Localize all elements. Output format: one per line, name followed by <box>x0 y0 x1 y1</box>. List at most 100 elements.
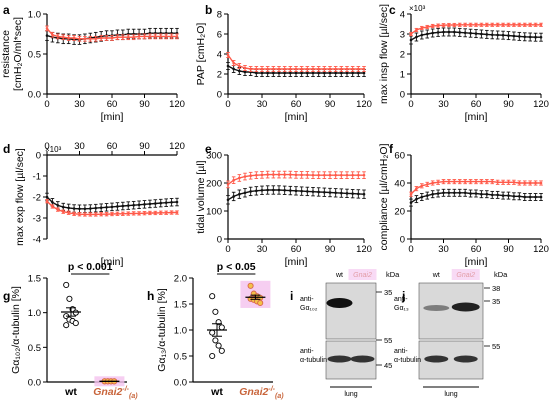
x-tick-label: 90 <box>503 244 514 255</box>
data-point <box>480 180 483 183</box>
series-wt <box>226 185 366 205</box>
y-tick-label: -3 <box>33 214 41 225</box>
data-point <box>447 23 451 27</box>
data-point <box>175 35 179 38</box>
data-point <box>334 67 337 71</box>
data-point <box>490 33 494 37</box>
data-point <box>507 34 510 37</box>
y-tick-label: 0.5 <box>28 50 41 61</box>
x-tick-label: 30 <box>438 99 449 110</box>
data-point <box>260 188 264 192</box>
x-tick-label: 0 <box>44 99 49 110</box>
data-point <box>99 206 103 210</box>
category-label-gnai2: Gnai2-/-(a) <box>239 386 284 400</box>
x-tick-label: 60 <box>107 99 118 110</box>
tissue-label: lung <box>444 391 457 398</box>
data-point <box>226 198 230 202</box>
antibody-label-bottom: anti-α-tubulin <box>394 348 421 364</box>
data-point <box>209 329 216 336</box>
data-point <box>61 210 65 213</box>
y-tick-label: 0 <box>36 151 41 162</box>
data-point <box>323 71 326 75</box>
data-point <box>226 53 230 57</box>
data-point <box>209 352 216 360</box>
panel-letter-a: a <box>3 3 10 17</box>
data-point <box>490 180 494 183</box>
antibody-label-line: anti- <box>300 296 314 303</box>
y-axis-label-line: resistance <box>0 30 12 78</box>
y-tick-label: 0.0 <box>28 90 41 101</box>
data-point <box>474 23 478 27</box>
data-point <box>260 173 264 177</box>
data-point <box>480 32 483 36</box>
data-point <box>490 23 494 27</box>
data-point <box>528 23 532 27</box>
data-point <box>89 37 92 41</box>
data-point <box>110 205 114 209</box>
data-point <box>289 173 292 176</box>
data-point <box>148 35 152 38</box>
x-tick-label: 60 <box>471 244 482 255</box>
data-point <box>154 211 157 215</box>
data-point <box>415 187 418 190</box>
data-point <box>453 191 456 195</box>
data-point <box>362 67 366 71</box>
data-point <box>507 181 510 184</box>
data-point <box>121 212 125 216</box>
data-point <box>61 35 65 39</box>
data-point <box>105 36 108 40</box>
data-point <box>132 212 135 215</box>
data-point <box>159 35 163 38</box>
gene-sub: (a) <box>129 393 138 400</box>
category-label-wt: wt <box>64 386 77 398</box>
x-axis-label: [min] <box>285 256 308 268</box>
x-tick-label: 0 <box>408 244 413 255</box>
kda-marker: 55 <box>384 336 392 345</box>
y-axis-label: PAP [cmH₂O] <box>195 23 207 86</box>
data-point <box>345 192 349 195</box>
data-point <box>415 35 418 39</box>
band-target-wt <box>326 298 353 308</box>
data-point <box>425 25 429 29</box>
gene-sup: -/- <box>122 386 129 393</box>
y-tick-label: 2 <box>400 50 405 61</box>
panel-letter-j: j <box>401 289 405 303</box>
data-point <box>340 67 343 71</box>
data-point <box>306 71 309 75</box>
data-point <box>409 201 413 204</box>
data-point <box>485 23 489 27</box>
y-tick-label: 100 <box>206 207 222 218</box>
y-tick-label: 4 <box>400 10 405 21</box>
blot-i: wtGnai2kDaanti-Gα₁₀₂anti-α-tubulin355545… <box>300 269 400 398</box>
data-point <box>283 71 286 75</box>
data-point <box>436 181 440 184</box>
chart-e: 0 100 200 300 0 30 60 90 120 [min] tidal volume [µ… <box>195 151 372 269</box>
data-point <box>283 188 286 192</box>
data-point <box>266 188 269 192</box>
band-tubulin-gnai2 <box>350 355 375 363</box>
x-tick-label: 90 <box>139 99 150 110</box>
y-tick-label: 60 <box>394 151 405 162</box>
y-axis-label-line: PAP [cmH₂O] <box>195 23 207 86</box>
antibody-label-top: anti- Gα₁₀₂ <box>300 296 318 312</box>
data-point <box>496 33 499 37</box>
data-point <box>272 67 275 71</box>
data-point <box>415 28 418 32</box>
data-point <box>420 33 424 37</box>
x-tick-label: 30 <box>438 244 449 255</box>
data-point <box>328 67 332 71</box>
gene-sub: (a) <box>275 393 284 400</box>
data-point <box>351 173 354 177</box>
data-point <box>272 173 275 176</box>
data-point <box>345 67 349 71</box>
data-point <box>507 23 510 27</box>
data-point <box>72 212 76 216</box>
data-point <box>255 189 258 193</box>
data-point <box>260 71 264 75</box>
data-point <box>159 211 163 215</box>
kda-marker: 35 <box>384 288 392 297</box>
antibody-label-line: α-tubulin <box>300 357 327 364</box>
data-point <box>480 23 483 27</box>
data-point <box>175 200 179 204</box>
data-point <box>83 213 87 216</box>
